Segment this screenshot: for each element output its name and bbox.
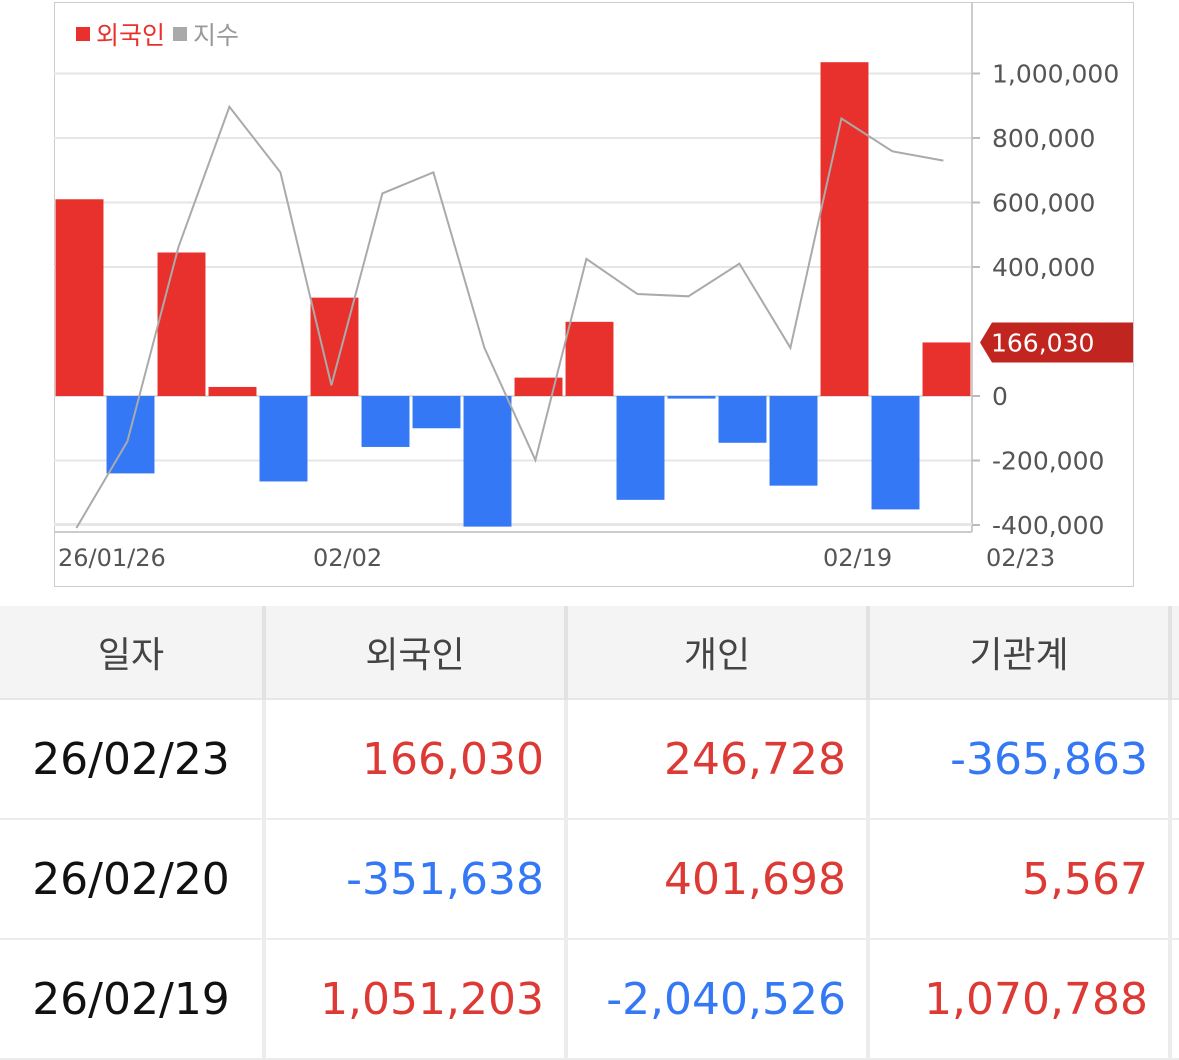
investor-table: 일자 외국인 개인 기관계 26/02/23 166,030 246,728 -… [0, 606, 1179, 1060]
legend-item: 외국인 [76, 16, 165, 52]
bar [718, 396, 767, 443]
legend-label: 지수 [193, 21, 240, 50]
y-tick-label: 600,000 [992, 189, 1095, 218]
x-tick-label: 26/01/26 [58, 544, 166, 572]
header-overflow [1170, 606, 1179, 700]
bar [769, 396, 818, 486]
bar [616, 396, 665, 500]
legend-swatch [76, 27, 90, 41]
header-foreign: 외국인 [264, 606, 568, 700]
chart-frame [54, 2, 1134, 587]
y-tick-label: 1,000,000 [992, 60, 1119, 89]
bar [157, 252, 206, 396]
bar [565, 321, 614, 396]
bar [106, 396, 155, 474]
row-overflow [1170, 819, 1179, 940]
legend-label: 외국인 [96, 21, 166, 50]
row-individual-value: -2,040,526 [566, 939, 870, 1060]
y-tick-label: 400,000 [992, 253, 1095, 282]
row-date: 26/02/23 [0, 699, 266, 820]
bar [922, 342, 971, 396]
row-institution-value: 5,567 [868, 819, 1172, 940]
row-overflow [1170, 699, 1179, 820]
header-institution: 기관계 [868, 606, 1172, 700]
table-row: 26/02/20 -351,638 401,698 5,567 [0, 819, 1179, 940]
bar [412, 396, 461, 429]
legend-item: 지수 [173, 16, 239, 52]
current-value-badge [980, 322, 1133, 363]
y-tick-label: -400,000 [992, 511, 1104, 540]
row-date: 26/02/20 [0, 819, 266, 940]
bar [463, 396, 512, 527]
y-tick-label: 0 [992, 382, 1008, 411]
x-tick-label: 02/23 [986, 544, 1055, 572]
row-institution-value: 1,070,788 [868, 939, 1172, 1060]
table-row: 26/02/23 166,030 246,728 -365,863 [0, 699, 1179, 820]
y-tick-label: -200,000 [992, 447, 1104, 476]
bar [259, 396, 308, 482]
bar [514, 377, 563, 396]
chart-legend: 외국인 지수 [76, 16, 247, 52]
row-overflow [1170, 939, 1179, 1060]
header-individual: 개인 [566, 606, 870, 700]
y-tick-label: 800,000 [992, 124, 1095, 153]
x-tick-label: 02/19 [823, 544, 892, 572]
table-row: 26/02/19 1,051,203 -2,040,526 1,070,788 [0, 939, 1179, 1060]
bar [871, 396, 920, 510]
table-header-row: 일자 외국인 개인 기관계 [0, 606, 1179, 700]
bar [208, 386, 257, 396]
x-tick-label: 02/02 [313, 544, 382, 572]
row-institution-value: -365,863 [868, 699, 1172, 820]
bar [55, 199, 104, 396]
row-foreign-value: 1,051,203 [264, 939, 568, 1060]
index-line [75, 104, 944, 529]
bar [361, 396, 410, 447]
row-individual-value: 401,698 [566, 819, 870, 940]
investor-chart: 1,000,000 800,000 600,000 400,000 0 -200,000 -… [54, 2, 1134, 587]
current-value-label: 166,030 [991, 328, 1094, 357]
row-foreign-value: -351,638 [264, 819, 568, 940]
row-individual-value: 246,728 [566, 699, 870, 820]
row-foreign-value: 166,030 [264, 699, 568, 820]
chart-canvas: 1,000,000 800,000 600,000 400,000 0 -200,000 -… [54, 2, 1134, 587]
bar [667, 396, 716, 399]
row-date: 26/02/19 [0, 939, 266, 1060]
bar [820, 62, 869, 397]
header-date: 일자 [0, 606, 266, 700]
legend-swatch [173, 27, 188, 41]
